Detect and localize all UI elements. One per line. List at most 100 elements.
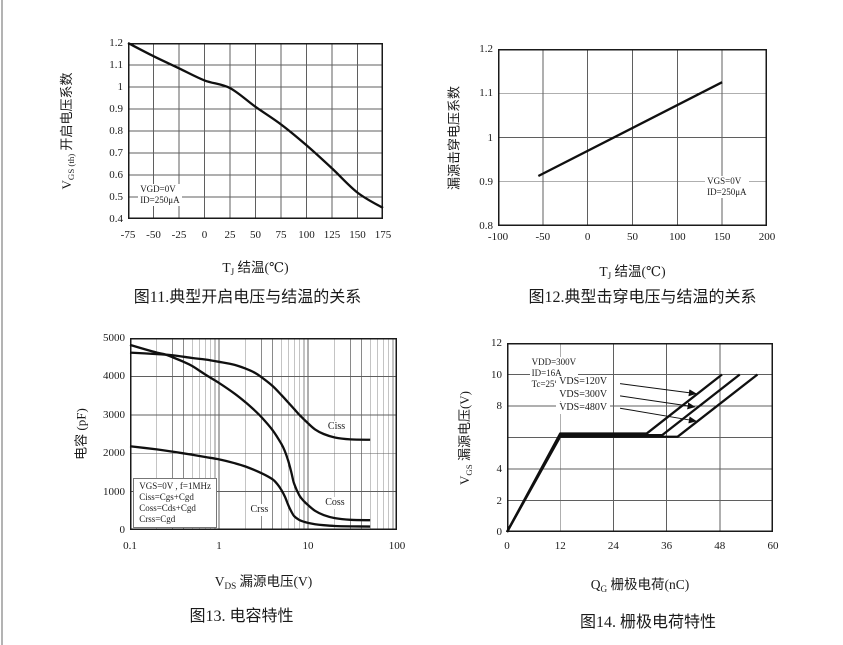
axis-title-subscript: DS [224,580,237,591]
fig14-y-tick-label: 10 [491,368,502,381]
axis-title-text: 电容 (pF) [73,408,89,460]
fig13-y-tick-label: 2000 [103,447,125,460]
fig13-y-axis-title: 电容 (pF) [71,408,90,460]
fig11-x-tick-label: -25 [171,229,187,241]
axis-title-text: 漏源电压(V) [236,574,313,589]
fig13-x-tick-label: 0.1 [123,540,137,552]
fig11-x-tick-label: 50 [250,229,261,241]
fig12-y-tick-label: 0.9 [479,175,493,188]
axis-title-text: 结温(℃) [234,260,289,275]
fig13-caption: 图13. 电容特性 [189,608,294,625]
series-label-arrow-icon [619,383,697,397]
axis-title-subscript: GS (th) [65,153,76,181]
fig14-plot-area [505,343,773,533]
fig12-caption: 图12.典型击穿电压与结温的关系 [528,289,757,306]
vds-300v-curve [505,373,741,533]
fig14-y-tick-label: 2 [496,494,503,507]
axis-title-text: 栅极电荷(nC) [607,577,690,592]
fig11-x-tick-label: 75 [275,229,287,241]
fig11-y-tick-label: 0.5 [109,191,123,203]
fig11-y-tick-label: 0.9 [109,103,123,115]
axis-title-text: 开启电压系数 [59,72,75,154]
fig13-x-axis-title: VDS 漏源电压(V) [215,570,313,591]
annotation-line: VGD=0V [140,183,176,194]
annotation-line: Coss=Cds+Cgd [139,503,196,514]
axis-title-subscript: G [600,583,608,594]
fig11-x-tick-label: 175 [374,229,392,241]
fig14-y-axis-title: VGS 漏源电压(V) [454,391,474,485]
fig11-threshold-voltage-chart: VGS (th) 开启电压系数 TJ 结温(℃) 图11.典型开启电压与结温的关… [59,37,391,306]
fig13-x-tick-label: 10 [302,540,314,552]
annotation-line: ID=16A [531,368,562,379]
axis-title-text: V [59,180,75,190]
fig11-y-axis-title: VGS (th) 开启电压系数 [56,73,76,190]
bvdss-coefficient-line [537,81,723,178]
vds-480v-curve [505,373,759,533]
fig11-x-tick-label: 0 [201,229,208,241]
fig13-y-tick-label: 4000 [103,370,125,383]
vgs-th-coefficient-curve [127,41,384,209]
crss-curve [129,445,371,528]
fig11-conditions-annotation: VGD=0V ID=250μA [138,183,182,206]
fig14-x-tick-label: 36 [661,540,673,552]
fig11-y-tick-label: 1.2 [109,37,123,49]
fig12-x-axis-title: TJ 结温(℃) [599,260,665,281]
fig14-y-tick-label: 12 [491,337,502,349]
fig13-x-tick-label: 100 [388,540,406,552]
fig11-x-tick-label: 125 [323,229,341,241]
fig14-x-tick-label: 24 [607,540,619,552]
annotation-line: VDD=300V [531,357,577,368]
fig11-caption: 图11.典型开启电压与结温的关系 [133,289,362,306]
fig11-x-tick-label: 25 [224,229,236,241]
fig13-plot-area [129,338,397,530]
fig12-plot-area [498,49,767,226]
fig11-y-tick-label: 0.8 [109,125,123,137]
fig11-y-tick-label: 1 [117,81,124,93]
axis-title-text: 结温(℃) [611,264,666,279]
series-label-arrow-icon [619,407,697,424]
fig12-y-tick-label: 1 [487,131,494,144]
fig13-series-label: Coss [322,497,348,510]
fig12-x-tick-label: 50 [627,231,638,243]
axis-title-text: 漏源击穿电压系数 [446,85,462,190]
fig11-x-axis-title: TJ 结温(℃) [222,256,288,277]
fig11-y-tick-label: 0.6 [109,169,123,181]
axis-title-text: T [599,264,608,279]
fig13-series-label: Crss [247,504,272,517]
annotation-line: Tc=25℃ [531,379,565,390]
series-label-arrow-icon [619,395,696,410]
fig11-x-tick-label: -75 [120,229,136,241]
axis-title-text: 漏源电压(V) [457,390,473,464]
fig12-y-axis-title: 漏源击穿电压系数 [444,85,463,189]
fig14-series-label: VDS=120V [556,376,611,389]
fig12-y-tick-label: 1.2 [479,43,493,55]
fig11-x-tick-label: 100 [298,229,315,241]
fig14-y-tick-label: 4 [496,463,503,475]
annotation-line: VGS=0V [707,176,742,187]
plot-border [507,343,773,532]
fig13-conditions-annotation: VGS=0V , f=1MHz Ciss=Cgs+Cgd Coss=Cds+Cgd C… [133,478,217,529]
axis-title-text: V [214,574,225,589]
annotation-line: VGS=0V , f=1MHz [139,481,211,492]
fig14-caption: 图14. 栅极电荷特性 [579,614,717,631]
fig13-x-tick-label: 1 [216,540,222,552]
fig12-x-tick-label: 150 [713,231,731,243]
axis-title-subscript: GS [463,463,474,476]
fig14-x-tick-label: 0 [504,540,510,552]
fig12-x-tick-label: -50 [535,231,551,243]
annotation-line: Ciss=Cgs+Cgd [139,492,194,503]
fig14-series-label: VDS=480V [556,401,611,414]
plot-border [128,43,383,219]
fig13-y-tick-label: 5000 [103,332,125,344]
fig14-x-tick-label: 12 [554,540,566,552]
annotation-line: ID=250μA [707,187,747,198]
fig14-series-label: VDS=300V [556,388,611,401]
fig12-y-tick-label: 1.1 [479,87,493,100]
annotation-line: Crss=Cgd [139,514,176,525]
coss-curve [129,343,371,522]
fig11-x-tick-label: 150 [349,229,366,241]
ciss-curve [129,351,371,441]
fig13-y-tick-label: 3000 [103,408,125,421]
fig13-y-tick-label: 1000 [103,485,125,498]
